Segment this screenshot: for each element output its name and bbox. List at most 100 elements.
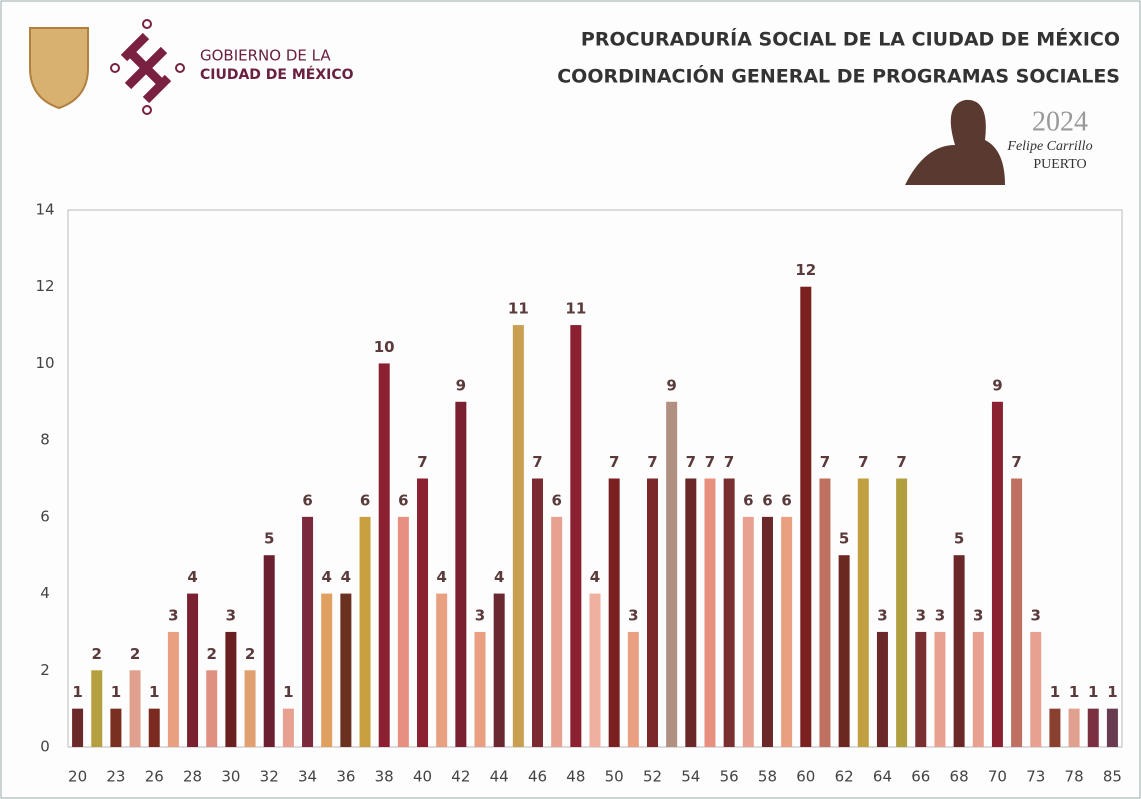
y-tick-label: 0 xyxy=(40,738,50,756)
x-tick-label: 28 xyxy=(183,768,202,786)
value-label: 3 xyxy=(168,606,178,624)
value-label: 2 xyxy=(207,645,217,663)
year-name: PUERTO xyxy=(1033,157,1086,172)
value-label: 1 xyxy=(1069,683,1079,701)
value-label: 1 xyxy=(72,683,82,701)
bar xyxy=(130,670,141,747)
x-tick-label: 48 xyxy=(566,768,585,786)
bar xyxy=(1049,709,1060,747)
bar xyxy=(762,517,773,747)
bar xyxy=(494,594,505,747)
x-tick-label: 52 xyxy=(643,768,662,786)
bar xyxy=(264,555,275,747)
bar xyxy=(973,632,984,747)
bar xyxy=(379,363,390,747)
bar xyxy=(934,632,945,747)
value-label: 11 xyxy=(565,300,586,318)
value-label: 7 xyxy=(417,453,427,471)
value-label: 7 xyxy=(858,453,868,471)
value-label: 3 xyxy=(973,606,983,624)
bar xyxy=(168,632,179,747)
bar xyxy=(1069,709,1080,747)
value-label: 7 xyxy=(896,453,906,471)
bar xyxy=(915,632,926,747)
x-tick-label: 54 xyxy=(681,768,700,786)
x-tick-label: 68 xyxy=(950,768,969,786)
value-label: 7 xyxy=(705,453,715,471)
value-label: 5 xyxy=(264,530,274,548)
value-label: 9 xyxy=(456,376,466,394)
value-label: 4 xyxy=(321,568,331,586)
value-label: 2 xyxy=(92,645,102,663)
bar xyxy=(340,594,351,747)
y-tick-label: 12 xyxy=(35,277,54,295)
bar xyxy=(590,594,601,747)
x-tick-label: 78 xyxy=(1065,768,1084,786)
bar xyxy=(110,709,121,747)
value-label: 11 xyxy=(508,300,529,318)
x-tick-label: 30 xyxy=(221,768,240,786)
bar xyxy=(954,555,965,747)
value-label: 6 xyxy=(551,491,561,509)
value-label: 6 xyxy=(398,491,408,509)
value-label: 6 xyxy=(781,491,791,509)
value-label: 3 xyxy=(628,606,638,624)
x-tick-label: 20 xyxy=(68,768,87,786)
bar xyxy=(666,402,677,747)
bar xyxy=(992,402,1003,747)
bar xyxy=(417,479,428,748)
subtitle: COORDINACIÓN GENERAL DE PROGRAMAS SOCIAL… xyxy=(557,64,1120,88)
bar xyxy=(245,670,256,747)
bar xyxy=(283,709,294,747)
bar xyxy=(839,555,850,747)
bar xyxy=(1107,709,1118,747)
bar xyxy=(704,479,715,748)
x-tick-label: 36 xyxy=(336,768,355,786)
x-tick-label: 44 xyxy=(490,768,509,786)
x-tick-label: 85 xyxy=(1103,768,1122,786)
x-tick-label: 73 xyxy=(1026,768,1045,786)
crest-logo xyxy=(30,28,88,108)
x-tick-label: 60 xyxy=(796,768,815,786)
bar xyxy=(475,632,486,747)
value-label: 7 xyxy=(609,453,619,471)
bar xyxy=(858,479,869,748)
value-label: 4 xyxy=(494,568,504,586)
value-label: 7 xyxy=(532,453,542,471)
y-tick-label: 14 xyxy=(35,201,54,219)
page: GOBIERNO DE LA CIUDAD DE MÉXICO PROCURAD… xyxy=(0,0,1141,799)
value-label: 12 xyxy=(795,261,816,279)
value-label: 3 xyxy=(916,606,926,624)
bar xyxy=(896,479,907,748)
bar xyxy=(647,479,658,748)
x-tick-label: 23 xyxy=(106,768,125,786)
bar xyxy=(724,479,735,748)
x-tick-label: 42 xyxy=(451,768,470,786)
bar xyxy=(1088,709,1099,747)
value-label: 3 xyxy=(1031,606,1041,624)
value-label: 3 xyxy=(475,606,485,624)
x-tick-label: 26 xyxy=(145,768,164,786)
bar xyxy=(1011,479,1022,748)
value-label: 4 xyxy=(341,568,351,586)
bar xyxy=(225,632,236,747)
x-tick-label: 32 xyxy=(260,768,279,786)
bar xyxy=(72,709,83,747)
bar xyxy=(570,325,581,747)
bar xyxy=(321,594,332,747)
year-name: Felipe Carrillo xyxy=(1006,139,1092,154)
bar xyxy=(800,287,811,747)
value-label: 3 xyxy=(877,606,887,624)
value-label: 1 xyxy=(1088,683,1098,701)
value-label: 9 xyxy=(992,376,1002,394)
y-tick-label: 10 xyxy=(35,354,54,372)
bar xyxy=(1030,632,1041,747)
value-label: 4 xyxy=(436,568,446,586)
bar xyxy=(513,325,524,747)
value-label: 3 xyxy=(226,606,236,624)
bar xyxy=(360,517,371,747)
x-tick-label: 34 xyxy=(298,768,317,786)
x-tick-label: 46 xyxy=(528,768,547,786)
x-tick-label: 66 xyxy=(911,768,930,786)
bar xyxy=(455,402,466,747)
